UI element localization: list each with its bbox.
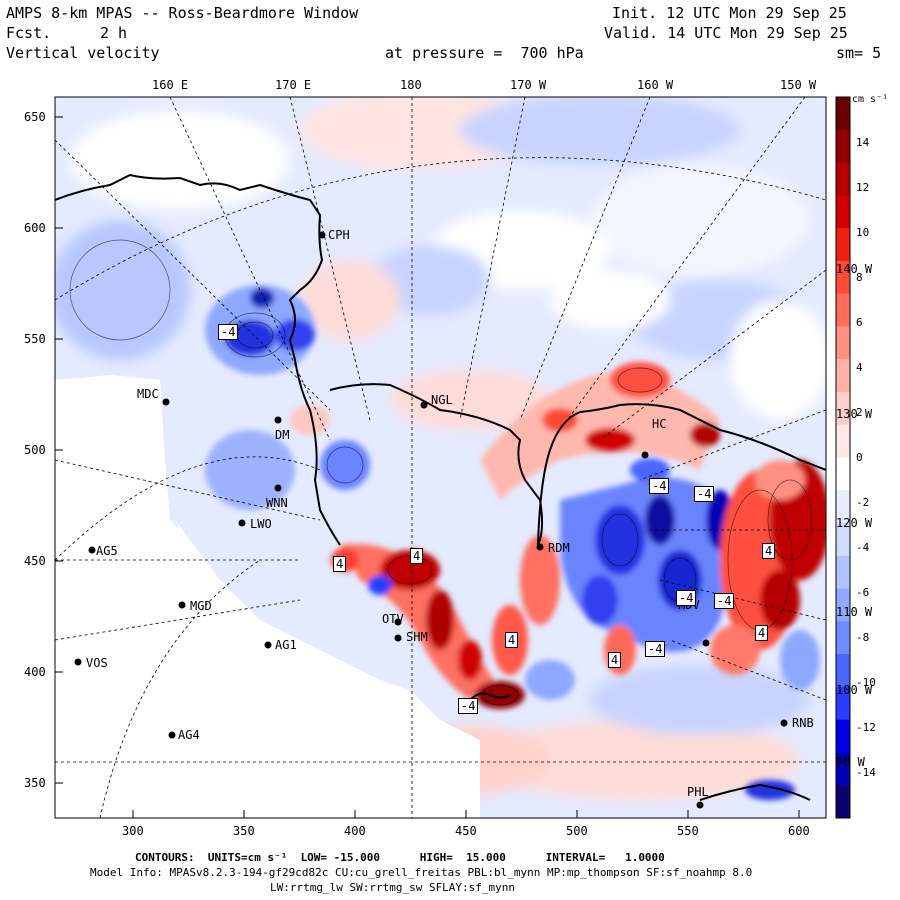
colorbar-swatch [836, 785, 850, 819]
colorbar-units: cm s⁻¹ [852, 94, 889, 105]
colorbar-label: -12 [856, 721, 876, 734]
colorbar-swatch [836, 621, 850, 655]
colorbar-label: 0 [856, 451, 863, 464]
map-title: AMPS 8-km MPAS -- Ross-Beardmore Window [6, 4, 359, 22]
colorbar-swatch [836, 588, 850, 622]
valid-time: Valid. 14 UTC Mon 29 Sep 25 [604, 24, 848, 42]
colorbar-swatch [836, 129, 850, 164]
colorbar-swatch [836, 555, 850, 590]
map-frame [54, 96, 827, 819]
init-time: Init. 12 UTC Mon 29 Sep 25 [612, 4, 847, 22]
colorbar [836, 97, 850, 819]
colorbar-swatch [836, 752, 850, 786]
model-info-physics: LW:rrtmg_lw SW:rrtmg_sw SFLAY:sf_mynn [270, 881, 516, 894]
colorbar-label: 6 [856, 316, 863, 329]
colorbar-swatch [836, 195, 850, 229]
field-name: Vertical velocity [6, 44, 160, 62]
colorbar-label: -6 [856, 586, 870, 599]
colorbar-swatch [836, 97, 850, 131]
colorbar-swatch [836, 326, 850, 360]
colorbar-swatch [836, 686, 850, 721]
colorbar-label: -10 [856, 676, 876, 689]
colorbar-swatch [836, 391, 850, 426]
colorbar-swatch [836, 228, 850, 262]
colorbar-label: -8 [856, 631, 870, 644]
colorbar-label: 8 [856, 271, 863, 284]
smoothing: sm= 5 [836, 44, 882, 62]
station-markers [74, 231, 788, 809]
colorbar-swatch [836, 719, 850, 753]
pressure-level: at pressure = 700 hPa [385, 44, 584, 62]
velocity-field [55, 97, 826, 818]
model-info: Model Info: MPASv8.2.3-194-gf29cd82c CU:… [90, 866, 753, 879]
colorbar-label: 14 [856, 136, 870, 149]
colorbar-swatch [836, 359, 850, 393]
axis-ticks [55, 116, 800, 818]
colorbar-swatch [836, 260, 850, 295]
colorbar-swatch [836, 162, 850, 196]
contour-lines [69, 239, 813, 706]
colorbar-label: 10 [856, 226, 870, 239]
colorbar-swatch [836, 293, 850, 327]
colorbar-label: -2 [856, 496, 870, 509]
contours-info: CONTOURS: UNITS=cm s⁻¹ LOW= -15.000 HIGH… [135, 851, 665, 864]
coastline [55, 173, 826, 801]
colorbar-label: -4 [856, 541, 870, 554]
colorbar-swatch [836, 490, 850, 524]
colorbar-swatch [836, 457, 850, 491]
colorbar-swatch [836, 523, 850, 557]
colorbar-label: 4 [856, 361, 863, 374]
colorbar-swatch [836, 424, 850, 458]
graticule [55, 97, 826, 818]
colorbar-label: -14 [856, 766, 876, 779]
colorbar-label: 2 [856, 406, 863, 419]
forecast-hour: 2 h [100, 24, 128, 42]
forecast-label: Fcst. [6, 24, 52, 42]
colorbar-swatch [836, 654, 850, 688]
colorbar-label: 12 [856, 181, 870, 194]
